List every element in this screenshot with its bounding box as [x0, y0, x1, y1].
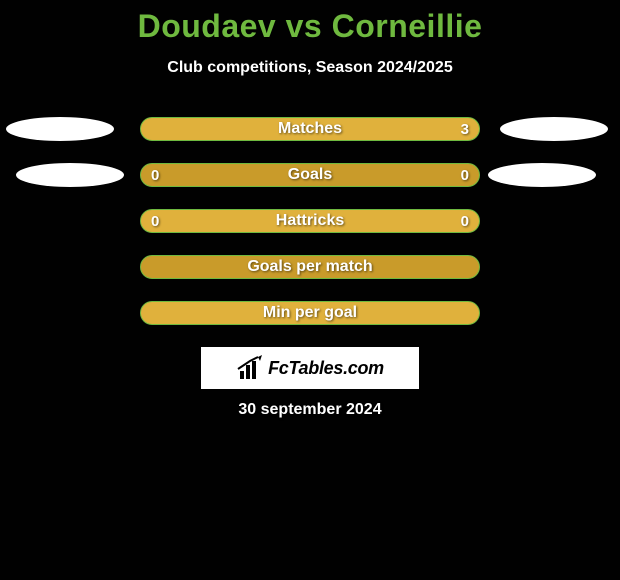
stat-label: Goals: [288, 166, 332, 184]
stat-row: Matches 3: [0, 117, 620, 141]
stat-label: Goals per match: [247, 258, 372, 276]
player-left-ellipse: [6, 117, 114, 141]
stat-bar: 0 Hattricks 0: [140, 209, 480, 233]
stat-row: 0 Goals 0: [0, 163, 620, 187]
stat-value-right: 0: [449, 213, 469, 230]
stat-label: Hattricks: [276, 212, 344, 230]
stat-row: Goals per match: [0, 255, 620, 279]
player-right-ellipse: [500, 117, 608, 141]
stat-bar: Min per goal: [140, 301, 480, 325]
stat-row: Min per goal: [0, 301, 620, 325]
stat-rows: Matches 3 0 Goals 0 0 Hattricks 0 Goals per matc…: [0, 117, 620, 325]
stat-bar: Goals per match: [140, 255, 480, 279]
page-title: Doudaev vs Corneillie: [0, 8, 620, 45]
widget-container: Doudaev vs Corneillie Club competitions,…: [0, 0, 620, 419]
subtitle: Club competitions, Season 2024/2025: [0, 59, 620, 77]
stat-value-right: 0: [449, 167, 469, 184]
brand-text: FcTables.com: [268, 358, 384, 379]
stat-value-left: 0: [151, 167, 171, 184]
stat-bar: 0 Goals 0: [140, 163, 480, 187]
stat-label: Matches: [278, 120, 342, 138]
stat-row: 0 Hattricks 0: [0, 209, 620, 233]
brand-logo-box[interactable]: FcTables.com: [201, 347, 419, 389]
chart-icon: [236, 355, 264, 381]
stat-label: Min per goal: [263, 304, 357, 322]
player-left-ellipse: [16, 163, 124, 187]
player-right-ellipse: [488, 163, 596, 187]
stat-value-left: 0: [151, 213, 171, 230]
date-label: 30 september 2024: [0, 401, 620, 419]
stat-bar: Matches 3: [140, 117, 480, 141]
stat-value-right: 3: [449, 121, 469, 138]
